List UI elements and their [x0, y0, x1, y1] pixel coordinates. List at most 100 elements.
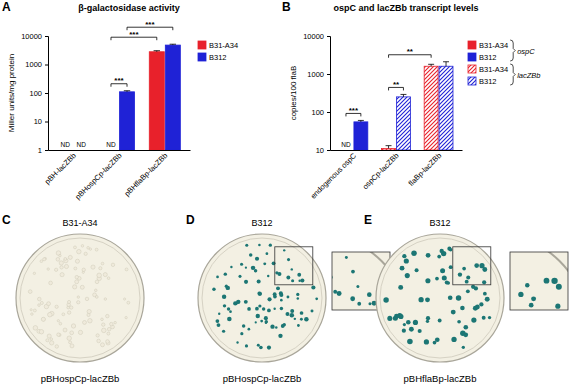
colony	[223, 304, 226, 307]
colony	[474, 286, 478, 290]
zoom-inset	[510, 252, 568, 310]
y-tick: 10	[316, 146, 330, 155]
colony	[95, 248, 98, 251]
colony	[57, 320, 59, 322]
x-axis: pBH-lacZBbpBHospCp-lacZBbpBHflaBp-lacZBb	[43, 150, 191, 201]
colony	[87, 246, 90, 249]
colony	[212, 288, 215, 291]
colony	[47, 334, 51, 338]
colony	[286, 275, 290, 279]
colony	[60, 266, 63, 269]
significance-label: ***	[129, 30, 139, 39]
y-tick-mark	[327, 36, 330, 37]
panel-letter: E	[364, 213, 372, 227]
colony	[222, 330, 225, 333]
colony	[463, 325, 468, 330]
colony	[70, 344, 74, 348]
colony	[33, 272, 35, 274]
colony	[255, 307, 259, 311]
colony	[283, 323, 286, 326]
colony	[48, 312, 53, 317]
value-label: ND	[77, 141, 87, 148]
colony	[59, 261, 63, 265]
x-axis: endogenous ospCospCp-lacZBbflaBp-lacZBb	[309, 150, 463, 201]
colony	[471, 317, 476, 322]
colony	[446, 281, 450, 285]
colony	[311, 285, 315, 289]
colony	[97, 339, 101, 343]
y-tick-label: 10000	[21, 32, 42, 41]
colony	[87, 309, 91, 313]
x-tick: flaBp-lacZBb	[407, 150, 444, 188]
colony	[400, 266, 405, 271]
colony	[449, 248, 452, 251]
panel-letter: A	[2, 0, 11, 14]
colony-zoomed	[556, 284, 562, 290]
colony-zoomed	[525, 283, 529, 287]
colony	[240, 263, 243, 266]
colony	[294, 318, 296, 320]
x-axis-line	[49, 150, 191, 151]
y-tick-mark	[45, 93, 48, 94]
colony	[77, 296, 79, 298]
colony	[64, 258, 67, 261]
legend-label: B31-A34	[479, 41, 508, 50]
colony	[267, 346, 271, 350]
colony	[457, 320, 461, 324]
colony	[255, 257, 259, 261]
y-tick: 10	[34, 117, 48, 126]
colony-zoomed	[350, 296, 355, 301]
colony	[84, 252, 87, 255]
colony	[479, 302, 483, 306]
colony	[287, 296, 290, 299]
panel-letter: C	[2, 213, 11, 227]
y-tick: 100	[29, 89, 48, 98]
colony	[28, 290, 32, 294]
significance-label: ***	[114, 76, 124, 85]
y-tick: 10000	[21, 32, 48, 41]
inset-frame	[510, 252, 568, 310]
colony	[125, 268, 128, 271]
colony	[438, 319, 442, 323]
colony	[77, 301, 80, 304]
y-tick-label: 100	[311, 108, 324, 117]
colony	[230, 266, 232, 268]
colony	[78, 330, 82, 334]
colony	[106, 314, 110, 318]
error-bar	[124, 91, 130, 92]
colony	[465, 280, 469, 284]
colony	[451, 337, 456, 342]
colony	[97, 273, 102, 278]
colony	[33, 326, 38, 331]
colony-zoomed	[531, 296, 536, 301]
colony	[279, 293, 283, 297]
colony	[33, 309, 36, 312]
colony	[278, 334, 282, 338]
colony	[236, 341, 238, 343]
zoom-region	[275, 247, 313, 285]
y-tick-label: 10	[316, 146, 324, 155]
colony	[70, 306, 73, 309]
colony-zoomed	[356, 285, 359, 288]
colony	[123, 298, 125, 300]
colony	[283, 249, 285, 251]
colony	[275, 326, 278, 329]
colony	[482, 280, 486, 284]
colony-zoomed	[367, 292, 372, 297]
y-tick: 100	[311, 108, 330, 117]
y-tick-label: 10	[34, 117, 42, 126]
plate	[376, 234, 504, 362]
colony	[435, 277, 439, 281]
colony	[402, 254, 406, 258]
plot-marks	[120, 44, 181, 150]
y-tick-mark	[327, 112, 330, 113]
plate-panel: CB31-A34pBHospCp-lacZBb	[2, 213, 144, 384]
colony	[114, 321, 117, 324]
colony	[426, 316, 430, 320]
colony	[488, 316, 491, 319]
colony	[107, 277, 110, 280]
colony	[100, 343, 104, 347]
bar	[439, 66, 453, 150]
colony	[275, 271, 278, 274]
error-bar	[428, 64, 434, 66]
